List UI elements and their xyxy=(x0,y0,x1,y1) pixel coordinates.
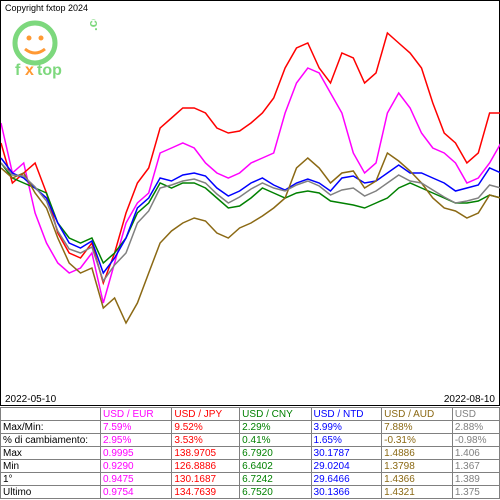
cell-value: 7.88% xyxy=(382,421,453,434)
cell-value: 0.41% xyxy=(240,434,311,447)
cell-value: 1.367 xyxy=(452,460,499,473)
header-ntd: USD / NTD xyxy=(311,408,382,421)
date-start: 2022-05-10 xyxy=(5,394,56,405)
cell-value: 2.95% xyxy=(101,434,172,447)
header-jpy: USD / JPY xyxy=(172,408,240,421)
table-row: 1°0.9475130.16876.724229.64661.43661.389 xyxy=(1,473,500,486)
cell-value: 3.99% xyxy=(311,421,382,434)
table-row: % di cambiamento:2.95%3.53%0.41%1.65%-0.… xyxy=(1,434,500,447)
cell-value: 29.6466 xyxy=(311,473,382,486)
table-row: Max0.9995138.97056.792030.17871.48861.40… xyxy=(1,447,500,460)
currency-line-chart xyxy=(1,13,500,393)
cell-value: 138.9705 xyxy=(172,447,240,460)
table-row: Max/Min:7.59%9.52%2.29%3.99%7.88%2.88% xyxy=(1,421,500,434)
table-header-row: USD / EUR USD / JPY USD / CNY USD / NTD … xyxy=(1,408,500,421)
row-label: Min xyxy=(1,460,101,473)
header-blank xyxy=(1,408,101,421)
cell-value: 1.389 xyxy=(452,473,499,486)
cell-value: 134.7639 xyxy=(172,486,240,499)
cell-value: -0.31% xyxy=(382,434,453,447)
row-label: % di cambiamento: xyxy=(1,434,101,447)
row-label: Max xyxy=(1,447,101,460)
table-row: Min0.9290126.88866.640229.02041.37981.36… xyxy=(1,460,500,473)
cell-value: 1.65% xyxy=(311,434,382,447)
cell-value: -0.98% xyxy=(452,434,499,447)
cell-value: 3.53% xyxy=(172,434,240,447)
cell-value: 1.4886 xyxy=(382,447,453,460)
cell-value: 130.1687 xyxy=(172,473,240,486)
cell-value: 1.4366 xyxy=(382,473,453,486)
series-line xyxy=(1,153,500,323)
cell-value: 6.7242 xyxy=(240,473,311,486)
cell-value: 1.3798 xyxy=(382,460,453,473)
row-label: Max/Min: xyxy=(1,421,101,434)
cell-value: 7.59% xyxy=(101,421,172,434)
chart-area: Copyright fxtop 2024 f x top .com 2022-0… xyxy=(0,0,500,406)
copyright-text: Copyright fxtop 2024 xyxy=(5,3,88,13)
cell-value: 6.6402 xyxy=(240,460,311,473)
cell-value: 0.9995 xyxy=(101,447,172,460)
cell-value: 9.52% xyxy=(172,421,240,434)
cell-value: 30.1787 xyxy=(311,447,382,460)
cell-value: 2.88% xyxy=(452,421,499,434)
cell-value: 0.9754 xyxy=(101,486,172,499)
cell-value: 1.375 xyxy=(452,486,499,499)
cell-value: 0.9475 xyxy=(101,473,172,486)
cell-value: 29.0204 xyxy=(311,460,382,473)
cell-value: 2.29% xyxy=(240,421,311,434)
header-usd: USD xyxy=(452,408,499,421)
table-row: Ultimo0.9754134.76396.752030.13661.43211… xyxy=(1,486,500,499)
header-cny: USD / CNY xyxy=(240,408,311,421)
cell-value: 6.7920 xyxy=(240,447,311,460)
cell-value: 1.4321 xyxy=(382,486,453,499)
header-aud: USD / AUD xyxy=(382,408,453,421)
series-line xyxy=(1,163,500,281)
cell-value: 0.9290 xyxy=(101,460,172,473)
row-label: Ultimo xyxy=(1,486,101,499)
cell-value: 30.1366 xyxy=(311,486,382,499)
cell-value: 1.406 xyxy=(452,447,499,460)
row-label: 1° xyxy=(1,473,101,486)
cell-value: 126.8886 xyxy=(172,460,240,473)
cell-value: 6.7520 xyxy=(240,486,311,499)
stats-table: USD / EUR USD / JPY USD / CNY USD / NTD … xyxy=(0,407,500,499)
series-line xyxy=(1,163,500,263)
header-eur: USD / EUR xyxy=(101,408,172,421)
date-end: 2022-08-10 xyxy=(444,394,495,405)
